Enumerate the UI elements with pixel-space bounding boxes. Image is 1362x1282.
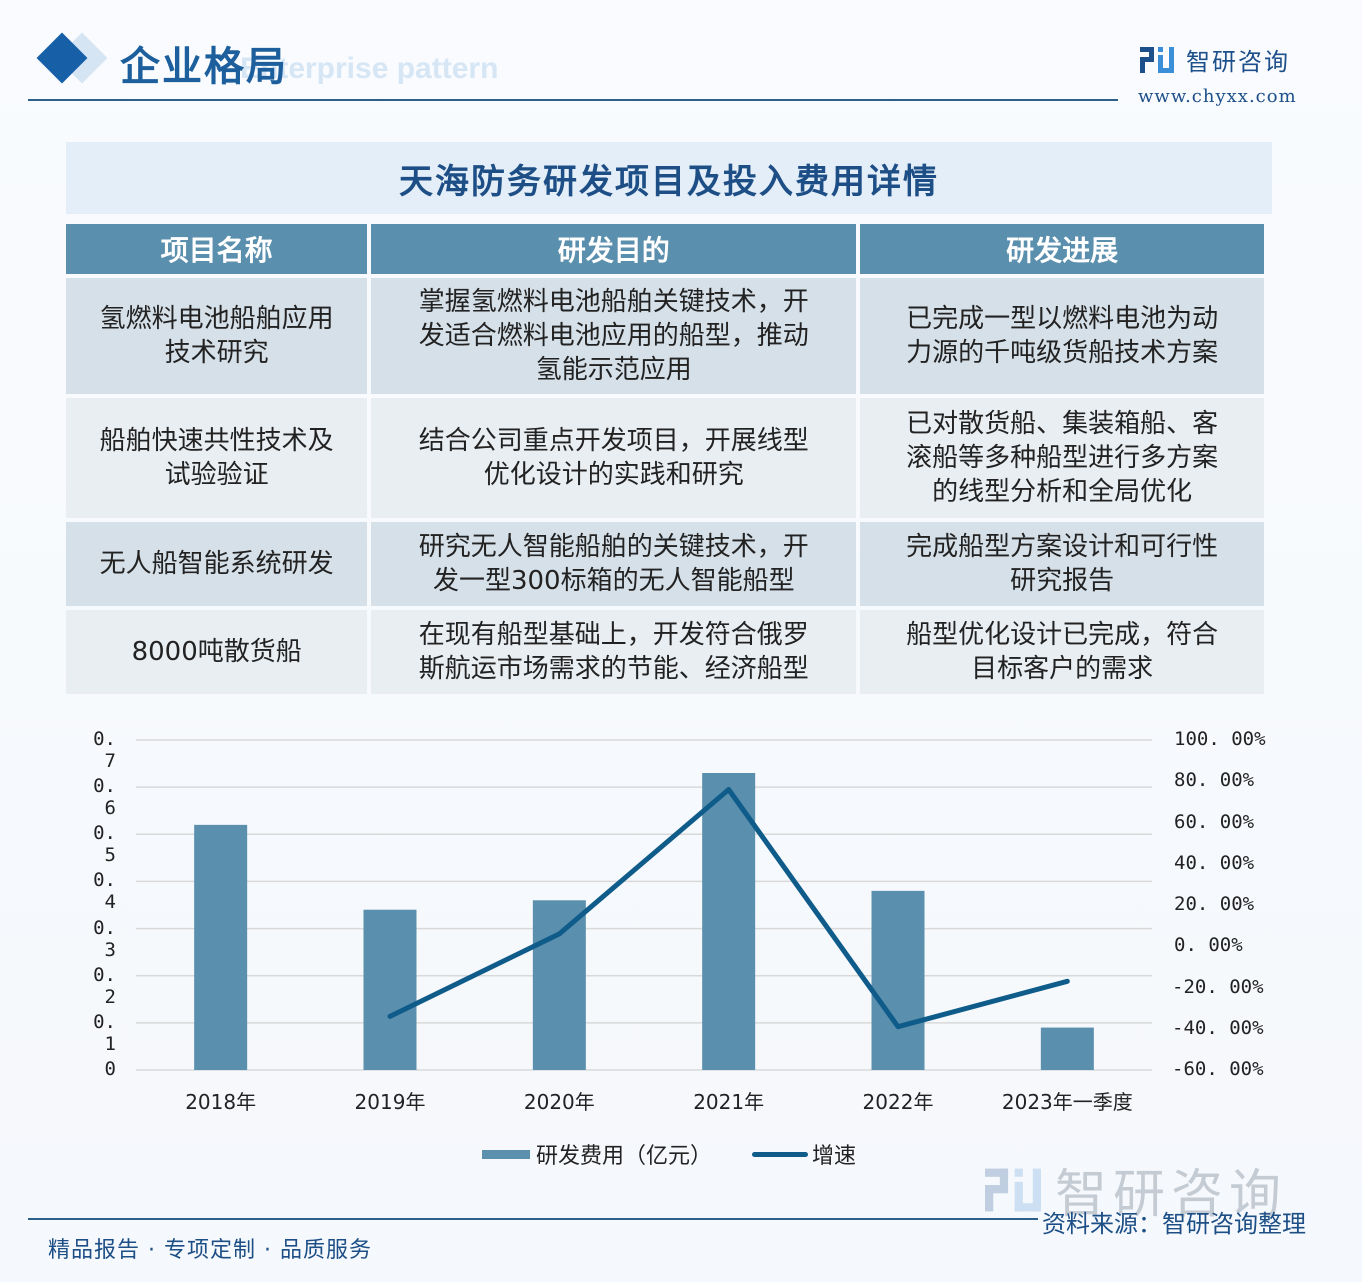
brand-url: www.chyxx.com [1138,86,1297,107]
right-axis-tick: 100. 00% [1174,728,1266,750]
right-axis-tick: 0. 00% [1174,934,1243,957]
left-axis-tick: 0 [104,1058,116,1080]
watermark-brand-name: 智研咨询 [1055,1165,1288,1225]
footer-divider [28,1218,1038,1220]
line-growth-rate [387,787,1070,1030]
page-title: 企业格局 [120,43,288,90]
bar-rd-expense [194,824,248,1070]
left-axis-tick: 0. 7 [93,728,116,772]
table-row: 8000吨散货船 在现有船型基础上，开发符合俄罗 斯航运市场需求的节能、经济船型 … [66,610,1264,694]
column-header-purpose: 研发目的 [371,224,857,274]
bar-rd-expense [532,900,586,1070]
right-axis-tick: 80. 00% [1174,769,1255,792]
table-title: 天海防务研发项目及投入费用详情 [66,142,1272,214]
x-axis-label: 2018年 [185,1090,257,1114]
left-axis-tick: 0. 1 [93,1010,116,1055]
right-axis-tick: 60. 00% [1174,810,1255,833]
left-axis-tick: 0. 6 [93,775,116,820]
watermark-logo-icon [985,1168,1041,1211]
x-axis-label: 2022年 [862,1090,934,1114]
left-axis-tick: 0. 3 [93,916,116,961]
legend-label-growth: 增速 [812,1144,857,1169]
cell-project-name: 船舶快速共性技术及 试验验证 [66,398,368,518]
brand-logo: 智研咨询 [1140,42,1290,77]
x-axis-label: 2023年一季度 [1001,1090,1133,1114]
rd-projects-table: 项目名称 研发目的 研发进展 氢燃料电池船舶应用 技术研究 掌握氢燃料电池船舶关键… [62,220,1268,698]
footer-tagline: 精品报告 · 专项定制 · 品质服务 [48,1238,372,1263]
cell-purpose: 结合公司重点开发项目，开展线型 优化设计的实践和研究 [371,398,857,518]
table-row: 无人船智能系统研发 研究无人智能船舶的关键技术，开 发一型300标箱的无人智能船型… [66,522,1264,606]
cell-progress: 已对散货船、集装箱船、客 滚船等多种船型进行多方案 的线型分析和全局优化 [860,398,1264,518]
legend-label-rd-expense: 研发费用（亿元） [536,1144,713,1169]
table-row: 氢燃料电池船舶应用 技术研究 掌握氢燃料电池船舶关键技术，开 发适合燃料电池应用的船… [66,278,1264,394]
bar-rd-expense [702,773,756,1070]
brand-name: 智研咨询 [1186,48,1290,76]
x-axis-label: 2021年 [693,1090,765,1114]
right-axis-tick: 40. 00% [1174,851,1255,874]
bar-rd-expense [363,909,417,1070]
cell-purpose: 研究无人智能船舶的关键技术，开 发一型300标箱的无人智能船型 [371,522,857,606]
cell-purpose: 掌握氢燃料电池船舶关键技术，开 发适合燃料电池应用的船型，推动 氢能示范应用 [371,278,857,394]
source-note: 资料来源：智研咨询整理 [1042,1210,1306,1238]
chart-legend: 研发费用（亿元） 增速 [482,1138,856,1170]
right-axis-tick: 20. 00% [1174,893,1255,915]
bar-rd-expense [1040,1027,1094,1070]
x-axis-label: 2019年 [354,1090,426,1114]
cell-progress: 完成船型方案设计和可行性 研究报告 [860,522,1264,606]
table-row: 船舶快速共性技术及 试验验证 结合公司重点开发项目，开展线型 优化设计的实践和研究 … [66,398,1264,518]
header-subtitle-watermark: Enterprise pattern [240,52,499,85]
header-divider [28,99,1118,101]
cell-project-name: 8000吨散货船 [66,610,368,694]
cell-progress: 已完成一型以燃料电池为动 力源的千吨级货船技术方案 [860,278,1264,394]
cell-purpose: 在现有船型基础上，开发符合俄罗 斯航运市场需求的节能、经济船型 [371,610,857,694]
right-axis-tick: -40. 00% [1172,1016,1264,1039]
brand-logo-icon [1140,46,1174,73]
left-axis-tick: 0. 4 [93,869,116,914]
left-axis-tick: 0. 2 [93,963,116,1008]
cell-project-name: 无人船智能系统研发 [66,522,368,606]
legend-bar-swatch-icon [482,1149,530,1159]
chart-plot-area [136,739,1152,1071]
legend-line-swatch-icon [752,1151,809,1157]
cell-progress: 船型优化设计已完成，符合 目标客户的需求 [860,610,1264,694]
combo-chart: 0 0. 1 0. 2 0. 3 0. 4 0. 5 0. 6 0. 7 -60. 00% -40… [0,720,1362,1140]
column-header-project-name: 项目名称 [66,224,368,274]
cell-project-name: 氢燃料电池船舶应用 技术研究 [66,278,368,394]
watermark-brand: 智研咨询 [985,1152,1287,1227]
left-axis-tick: 0. 5 [93,822,116,867]
right-axis-tick: -20. 00% [1172,975,1264,998]
column-header-progress: 研发进展 [860,224,1264,274]
bar-rd-expense [871,890,925,1070]
right-axis-tick: -60. 00% [1172,1058,1264,1080]
x-axis-label: 2020年 [523,1090,595,1114]
